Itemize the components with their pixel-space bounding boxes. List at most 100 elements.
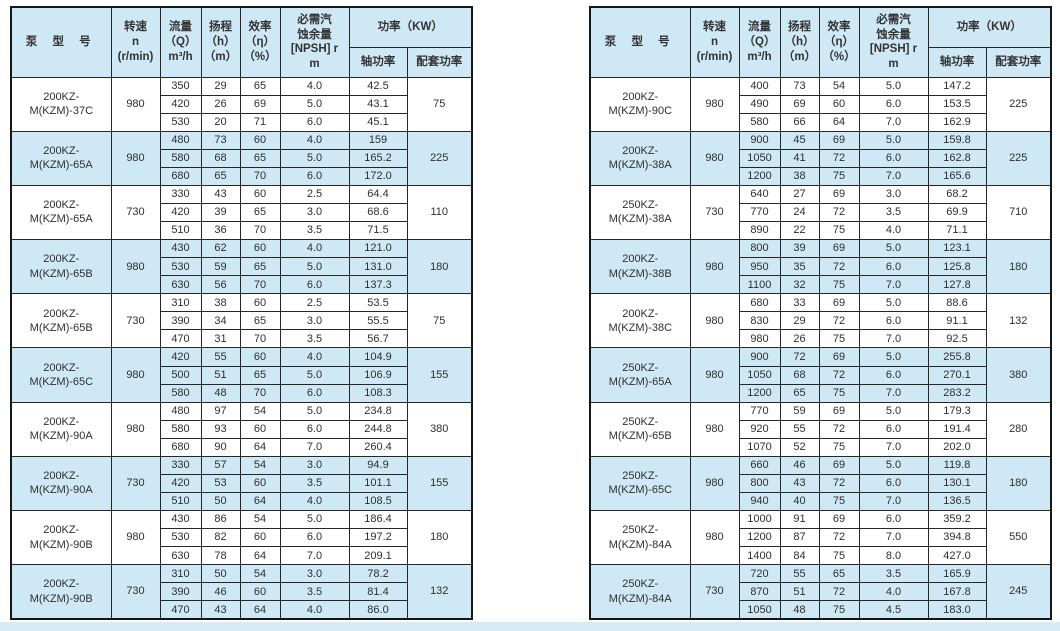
shaft-power-cell: 179.3 — [927, 401, 987, 421]
flow-cell: 900 — [738, 130, 781, 150]
flow-cell: 510 — [159, 220, 202, 241]
table-row: 200KZ-M(KZM)-90C 980 400 73 54 5.0 147.2 225 — [589, 76, 1052, 132]
table-row: 580 66 64 7.0 162.9 — [590, 112, 1051, 132]
shaft-power-cell: 202.0 — [927, 437, 987, 457]
table-row: 630 78 64 7.0 209.1 — [11, 546, 472, 566]
table-row: 580 68 65 5.0 165.2 — [11, 148, 472, 168]
npsh-cell: 7.0 — [858, 112, 929, 132]
shaft-power-cell: 68.6 — [348, 202, 408, 223]
shaft-power-cell: 394.8 — [927, 528, 987, 548]
shaft-power-cell: 191.4 — [927, 419, 987, 439]
col-header-line: （Q） — [164, 35, 197, 48]
efficiency-cell: 60 — [239, 239, 281, 259]
flow-cell: 310 — [159, 564, 202, 584]
shaft-power-cell: 131.0 — [348, 257, 408, 277]
table-row: 390 46 60 3.5 81.4 — [11, 582, 472, 602]
head-cell: 82 — [200, 528, 241, 548]
speed-cell: 730 — [110, 564, 161, 620]
table-row: 200KZ-M(KZM)-65A 980 480 73 60 4.0 159 225 — [10, 130, 473, 186]
efficiency-cell: 75 — [818, 546, 860, 566]
npsh-cell: 6.0 — [279, 166, 350, 186]
flow-cell: 480 — [159, 401, 202, 421]
npsh-cell: 4.0 — [279, 239, 350, 259]
npsh-cell: 3.5 — [279, 582, 350, 602]
flow-cell: 680 — [159, 437, 202, 457]
flow-cell: 660 — [738, 455, 781, 475]
col-header-line: 扬程 — [788, 21, 811, 34]
table-row: 390 34 65 3.0 55.5 — [11, 311, 472, 331]
efficiency-cell: 72 — [818, 528, 860, 548]
head-cell: 29 — [200, 76, 241, 96]
head-cell: 55 — [200, 347, 241, 367]
shaft-power-cell: 186.4 — [348, 509, 408, 530]
npsh-cell: 3.5 — [858, 564, 929, 584]
matching-power-cell: 550 — [985, 509, 1052, 566]
matching-power-cell: 380 — [985, 347, 1052, 403]
head-cell: 22 — [779, 220, 820, 241]
table-row: 250KZ-M(KZM)-65B 980 770 59 69 5.0 179.3 280 — [589, 401, 1052, 457]
head-cell: 36 — [200, 220, 241, 241]
efficiency-cell: 60 — [239, 293, 281, 313]
flow-cell: 400 — [738, 76, 781, 96]
col-header-line: （%） — [822, 50, 856, 63]
col-header-line: m — [888, 57, 899, 70]
npsh-cell: 5.0 — [279, 509, 350, 530]
efficiency-cell: 64 — [239, 437, 281, 457]
matching-power-cell: 225 — [406, 130, 473, 186]
flow-cell: 920 — [738, 419, 781, 439]
model-cell: 200KZ-M(KZM)-38B — [589, 239, 691, 295]
col-header-line: （Q） — [743, 35, 776, 48]
head-cell: 59 — [200, 257, 241, 277]
shaft-power-cell: 159 — [348, 130, 408, 150]
efficiency-cell: 75 — [818, 437, 860, 457]
efficiency-cell: 69 — [818, 293, 860, 313]
flow-cell: 1050 — [738, 148, 781, 168]
flow-cell: 770 — [738, 202, 781, 223]
flow-cell: 420 — [159, 347, 202, 367]
col-header-line: [NPSH] r — [290, 43, 339, 56]
flow-cell: 330 — [159, 184, 202, 204]
shaft-power-cell: 56.7 — [348, 329, 408, 349]
model-cell: 200KZ-M(KZM)-90A — [10, 455, 112, 512]
flow-cell: 630 — [159, 275, 202, 295]
table-row: 680 90 64 7.0 260.4 — [11, 437, 472, 457]
efficiency-cell: 64 — [239, 491, 281, 512]
flow-cell: 580 — [738, 112, 781, 132]
matching-power-cell: 225 — [985, 76, 1052, 132]
col-header-line: （m） — [782, 50, 817, 63]
npsh-cell: 4.0 — [279, 347, 350, 367]
head-cell: 39 — [779, 239, 820, 259]
flow-cell: 490 — [738, 94, 781, 114]
head-cell: 51 — [779, 582, 820, 602]
npsh-cell: 3.0 — [279, 564, 350, 584]
flow-cell: 680 — [159, 166, 202, 186]
shaft-power-cell: 78.2 — [348, 564, 408, 584]
flow-cell: 1200 — [738, 528, 781, 548]
flow-cell: 530 — [159, 257, 202, 277]
flow-cell: 480 — [159, 130, 202, 150]
efficiency-cell: 64 — [239, 546, 281, 566]
speed-cell: 730 — [689, 184, 740, 241]
shaft-power-cell: 119.8 — [927, 455, 987, 475]
col-header-line: (r/min) — [117, 50, 154, 63]
col-header-power-group: 功率（KW） — [927, 6, 1052, 48]
flow-cell: 870 — [738, 582, 781, 602]
speed-cell: 980 — [110, 76, 161, 132]
col-header-efficiency: 效率 （η） （%） — [818, 6, 860, 78]
npsh-cell: 7.0 — [858, 166, 929, 186]
flow-cell: 890 — [738, 220, 781, 241]
speed-cell: 980 — [689, 455, 740, 512]
flow-cell: 1400 — [738, 546, 781, 566]
efficiency-cell: 69 — [818, 184, 860, 204]
header-row-sub: 轴功率 配套功率 — [590, 46, 1052, 78]
flow-cell: 1070 — [738, 437, 781, 457]
shaft-power-cell: 209.1 — [348, 546, 408, 566]
head-cell: 55 — [779, 419, 820, 439]
flow-cell: 580 — [159, 419, 202, 439]
head-cell: 45 — [779, 130, 820, 150]
npsh-cell: 6.0 — [858, 148, 929, 168]
npsh-cell: 4.0 — [279, 130, 350, 150]
head-cell: 53 — [200, 473, 241, 493]
model-cell: 200KZ-M(KZM)-65A — [10, 130, 112, 186]
